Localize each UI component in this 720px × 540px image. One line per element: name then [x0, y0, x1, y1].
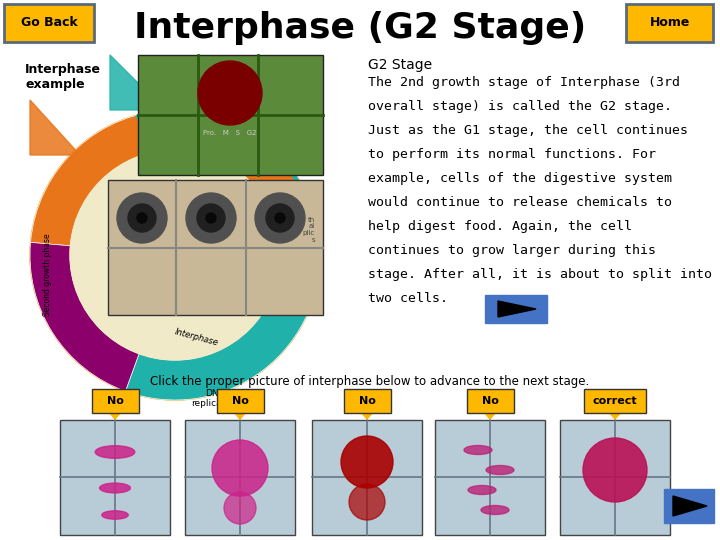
Polygon shape [110, 55, 165, 110]
Circle shape [70, 150, 280, 360]
Text: overall stage) is called the G2 stage.: overall stage) is called the G2 stage. [368, 100, 672, 113]
FancyBboxPatch shape [138, 55, 323, 175]
Text: example: example [25, 78, 85, 91]
Polygon shape [109, 412, 121, 419]
Text: Pro.   M   S   G2: Pro. M S G2 [203, 130, 257, 136]
FancyBboxPatch shape [664, 489, 714, 523]
FancyBboxPatch shape [467, 389, 514, 413]
Wedge shape [125, 242, 320, 400]
Polygon shape [609, 412, 621, 419]
FancyBboxPatch shape [485, 295, 547, 323]
Circle shape [224, 492, 256, 524]
Text: would continue to release chemicals to: would continue to release chemicals to [368, 196, 672, 209]
Text: example, cells of the digestive system: example, cells of the digestive system [368, 172, 672, 185]
Text: Interphase
example
Growth
and
preparation
for mitosis: Interphase example Growth and preparatio… [138, 219, 183, 280]
Ellipse shape [481, 505, 509, 515]
FancyBboxPatch shape [92, 389, 139, 413]
FancyBboxPatch shape [185, 420, 295, 535]
Circle shape [341, 436, 393, 488]
Ellipse shape [102, 511, 128, 519]
Text: stage. After all, it is about to split into: stage. After all, it is about to split i… [368, 268, 712, 281]
Text: The 2nd growth stage of Interphase (3rd: The 2nd growth stage of Interphase (3rd [368, 76, 680, 89]
Text: No: No [107, 396, 123, 406]
Polygon shape [484, 412, 496, 419]
Polygon shape [234, 412, 246, 419]
Text: continues to grow larger during this: continues to grow larger during this [368, 244, 656, 257]
FancyBboxPatch shape [584, 389, 646, 413]
Circle shape [186, 193, 236, 243]
Text: No: No [482, 396, 498, 406]
Circle shape [117, 193, 167, 243]
Text: help digest food. Again, the cell: help digest food. Again, the cell [368, 220, 632, 233]
FancyBboxPatch shape [60, 420, 170, 535]
FancyBboxPatch shape [217, 389, 264, 413]
Polygon shape [30, 100, 80, 155]
Text: two cells.: two cells. [368, 292, 448, 305]
Text: Just as the G1 stage, the cell continues: Just as the G1 stage, the cell continues [368, 124, 688, 137]
Text: Second growth phase: Second growth phase [43, 234, 53, 316]
FancyBboxPatch shape [312, 420, 422, 535]
Circle shape [266, 204, 294, 232]
Text: First growth phase: First growth phase [289, 199, 315, 271]
Circle shape [255, 193, 305, 243]
FancyBboxPatch shape [108, 180, 323, 315]
FancyBboxPatch shape [560, 420, 670, 535]
FancyBboxPatch shape [626, 4, 713, 42]
Circle shape [197, 204, 225, 232]
Text: G2 Stage: G2 Stage [368, 58, 432, 72]
Text: Go Back: Go Back [21, 17, 77, 30]
Text: Interphase (G2 Stage): Interphase (G2 Stage) [134, 11, 586, 45]
Text: DNA
replication: DNA replication [191, 389, 239, 408]
Text: No: No [232, 396, 248, 406]
FancyBboxPatch shape [435, 420, 545, 535]
Polygon shape [673, 496, 707, 516]
Ellipse shape [95, 446, 135, 458]
Circle shape [30, 110, 320, 400]
Wedge shape [30, 110, 320, 246]
Polygon shape [361, 412, 373, 419]
Ellipse shape [486, 465, 514, 475]
Text: to perform its normal functions. For: to perform its normal functions. For [368, 148, 656, 161]
Polygon shape [498, 301, 536, 317]
Circle shape [128, 204, 156, 232]
FancyBboxPatch shape [344, 389, 391, 413]
Circle shape [349, 484, 385, 520]
Text: Home: Home [650, 17, 690, 30]
Ellipse shape [99, 483, 130, 493]
Ellipse shape [464, 446, 492, 455]
Circle shape [583, 438, 647, 502]
Wedge shape [30, 242, 139, 392]
Text: Interphase: Interphase [174, 327, 220, 347]
Circle shape [137, 213, 147, 223]
Text: No: No [359, 396, 375, 406]
Ellipse shape [468, 485, 496, 495]
Wedge shape [279, 242, 320, 280]
Circle shape [212, 440, 268, 496]
Text: Interphase: Interphase [25, 63, 101, 76]
Text: correct: correct [593, 396, 637, 406]
FancyBboxPatch shape [4, 4, 94, 42]
Circle shape [206, 213, 216, 223]
Circle shape [275, 213, 285, 223]
Text: th
al
plic
s: th al plic s [302, 217, 315, 244]
Text: Click the proper picture of interphase below to advance to the next stage.: Click the proper picture of interphase b… [150, 375, 590, 388]
Circle shape [198, 61, 262, 125]
